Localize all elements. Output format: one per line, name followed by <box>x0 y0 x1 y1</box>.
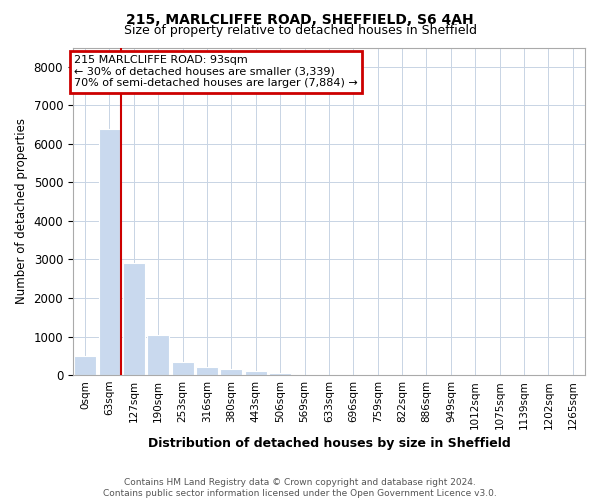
Bar <box>123 264 145 375</box>
X-axis label: Distribution of detached houses by size in Sheffield: Distribution of detached houses by size … <box>148 437 511 450</box>
Bar <box>172 362 194 375</box>
Text: 215 MARLCLIFFE ROAD: 93sqm
← 30% of detached houses are smaller (3,339)
70% of s: 215 MARLCLIFFE ROAD: 93sqm ← 30% of deta… <box>74 55 358 88</box>
Bar <box>269 372 291 375</box>
Text: 215, MARLCLIFFE ROAD, SHEFFIELD, S6 4AH: 215, MARLCLIFFE ROAD, SHEFFIELD, S6 4AH <box>126 12 474 26</box>
Text: Size of property relative to detached houses in Sheffield: Size of property relative to detached ho… <box>124 24 476 37</box>
Y-axis label: Number of detached properties: Number of detached properties <box>15 118 28 304</box>
Bar <box>245 371 267 375</box>
Text: Contains HM Land Registry data © Crown copyright and database right 2024.
Contai: Contains HM Land Registry data © Crown c… <box>103 478 497 498</box>
Bar <box>74 356 96 375</box>
Bar <box>196 366 218 375</box>
Bar <box>147 336 169 375</box>
Bar <box>98 129 121 375</box>
Bar <box>220 369 242 375</box>
